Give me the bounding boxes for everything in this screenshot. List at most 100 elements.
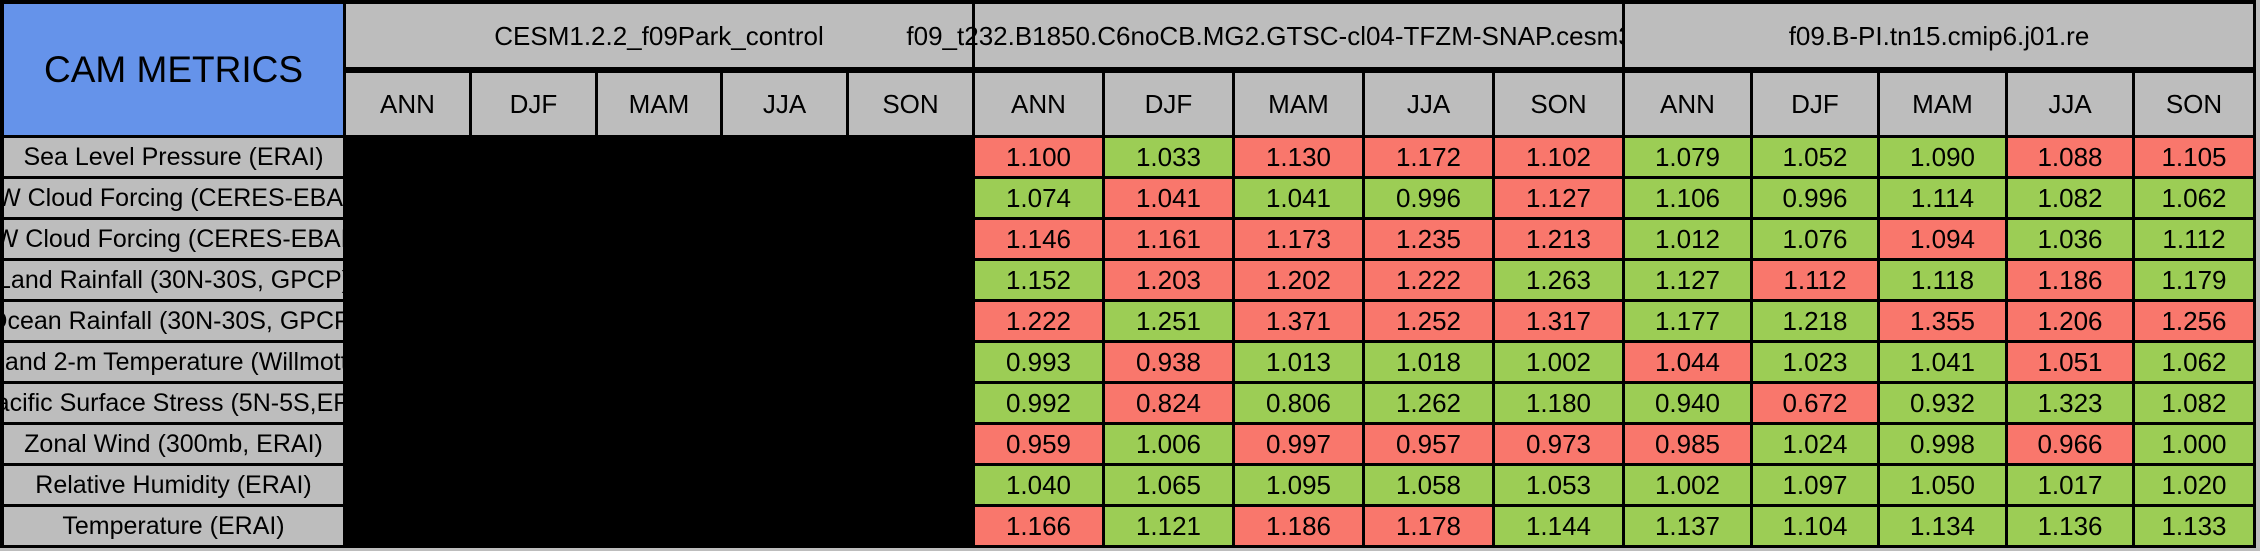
missing-cell bbox=[472, 507, 595, 545]
missing-cell bbox=[472, 466, 595, 504]
value-cell: 1.033 bbox=[1105, 138, 1232, 176]
missing-cell bbox=[472, 220, 595, 258]
metric-label: Pacific Surface Stress (5N-5S,ERS bbox=[4, 384, 343, 422]
model-header-1: CESM1.2.2_f09Park_control bbox=[346, 4, 972, 67]
value-cell: 1.100 bbox=[975, 138, 1102, 176]
season-header-son: SON bbox=[849, 73, 972, 135]
value-cell: 1.222 bbox=[975, 302, 1102, 340]
missing-cell bbox=[723, 425, 846, 463]
value-cell: 1.044 bbox=[1625, 343, 1750, 381]
missing-cell bbox=[598, 220, 720, 258]
missing-cell bbox=[472, 302, 595, 340]
value-cell: 1.018 bbox=[1365, 343, 1492, 381]
value-cell: 0.998 bbox=[1880, 425, 2005, 463]
metric-label: Ocean Rainfall (30N-30S, GPCP) bbox=[4, 302, 343, 340]
missing-cell bbox=[472, 425, 595, 463]
missing-cell bbox=[346, 466, 469, 504]
metric-label: Land Rainfall (30N-30S, GPCP) bbox=[4, 261, 343, 299]
missing-cell bbox=[346, 343, 469, 381]
metric-label: Land 2-m Temperature (Willmott) bbox=[4, 343, 343, 381]
season-header-djf: DJF bbox=[472, 73, 595, 135]
value-cell: 1.252 bbox=[1365, 302, 1492, 340]
value-cell: 1.058 bbox=[1365, 466, 1492, 504]
value-cell: 1.051 bbox=[2008, 343, 2132, 381]
value-cell: 1.114 bbox=[1880, 179, 2005, 217]
missing-cell bbox=[849, 425, 972, 463]
value-cell: 1.097 bbox=[1753, 466, 1877, 504]
value-cell: 1.052 bbox=[1753, 138, 1877, 176]
value-cell: 1.121 bbox=[1105, 507, 1232, 545]
season-header-son: SON bbox=[1495, 73, 1622, 135]
season-header-mam: MAM bbox=[1880, 73, 2005, 135]
value-cell: 1.112 bbox=[2135, 220, 2253, 258]
value-cell: 0.966 bbox=[2008, 425, 2132, 463]
value-cell: 0.996 bbox=[1365, 179, 1492, 217]
value-cell: 1.213 bbox=[1495, 220, 1622, 258]
value-cell: 1.317 bbox=[1495, 302, 1622, 340]
value-cell: 0.957 bbox=[1365, 425, 1492, 463]
value-cell: 1.105 bbox=[2135, 138, 2253, 176]
value-cell: 1.127 bbox=[1495, 179, 1622, 217]
value-cell: 1.177 bbox=[1625, 302, 1750, 340]
season-header-ann: ANN bbox=[346, 73, 469, 135]
value-cell: 1.137 bbox=[1625, 507, 1750, 545]
missing-cell bbox=[849, 384, 972, 422]
missing-cell bbox=[598, 466, 720, 504]
value-cell: 1.136 bbox=[2008, 507, 2132, 545]
missing-cell bbox=[346, 425, 469, 463]
value-cell: 1.002 bbox=[1625, 466, 1750, 504]
value-cell: 1.161 bbox=[1105, 220, 1232, 258]
value-cell: 1.040 bbox=[975, 466, 1102, 504]
value-cell: 1.263 bbox=[1495, 261, 1622, 299]
value-cell: 1.166 bbox=[975, 507, 1102, 545]
missing-cell bbox=[849, 179, 972, 217]
value-cell: 0.672 bbox=[1753, 384, 1877, 422]
value-cell: 1.020 bbox=[2135, 466, 2253, 504]
value-cell: 1.218 bbox=[1753, 302, 1877, 340]
missing-cell bbox=[346, 138, 469, 176]
model-header-3: f09.B-PI.tn15.cmip6.j01.re bbox=[1625, 4, 2253, 67]
missing-cell bbox=[849, 507, 972, 545]
value-cell: 0.940 bbox=[1625, 384, 1750, 422]
missing-cell bbox=[472, 261, 595, 299]
season-header-son: SON bbox=[2135, 73, 2253, 135]
value-cell: 1.079 bbox=[1625, 138, 1750, 176]
missing-cell bbox=[598, 302, 720, 340]
value-cell: 1.000 bbox=[2135, 425, 2253, 463]
season-header-jja: JJA bbox=[2008, 73, 2132, 135]
value-cell: 1.144 bbox=[1495, 507, 1622, 545]
season-header-ann: ANN bbox=[1625, 73, 1750, 135]
value-cell: 0.824 bbox=[1105, 384, 1232, 422]
value-cell: 1.251 bbox=[1105, 302, 1232, 340]
value-cell: 1.053 bbox=[1495, 466, 1622, 504]
value-cell: 1.082 bbox=[2135, 384, 2253, 422]
missing-cell bbox=[598, 138, 720, 176]
metric-label: Zonal Wind (300mb, ERAI) bbox=[4, 425, 343, 463]
value-cell: 1.173 bbox=[1235, 220, 1362, 258]
value-cell: 1.206 bbox=[2008, 302, 2132, 340]
missing-cell bbox=[472, 138, 595, 176]
value-cell: 1.050 bbox=[1880, 466, 2005, 504]
value-cell: 1.065 bbox=[1105, 466, 1232, 504]
missing-cell bbox=[723, 343, 846, 381]
value-cell: 0.806 bbox=[1235, 384, 1362, 422]
missing-cell bbox=[598, 384, 720, 422]
value-cell: 1.186 bbox=[2008, 261, 2132, 299]
metric-label: Temperature (ERAI) bbox=[4, 507, 343, 545]
value-cell: 1.152 bbox=[975, 261, 1102, 299]
value-cell: 1.104 bbox=[1753, 507, 1877, 545]
value-cell: 0.996 bbox=[1753, 179, 1877, 217]
value-cell: 1.112 bbox=[1753, 261, 1877, 299]
value-cell: 1.133 bbox=[2135, 507, 2253, 545]
value-cell: 1.041 bbox=[1880, 343, 2005, 381]
value-cell: 1.074 bbox=[975, 179, 1102, 217]
value-cell: 1.062 bbox=[2135, 179, 2253, 217]
value-cell: 1.203 bbox=[1105, 261, 1232, 299]
value-cell: 0.985 bbox=[1625, 425, 1750, 463]
missing-cell bbox=[723, 384, 846, 422]
value-cell: 0.932 bbox=[1880, 384, 2005, 422]
value-cell: 1.323 bbox=[2008, 384, 2132, 422]
value-cell: 1.235 bbox=[1365, 220, 1492, 258]
value-cell: 0.992 bbox=[975, 384, 1102, 422]
